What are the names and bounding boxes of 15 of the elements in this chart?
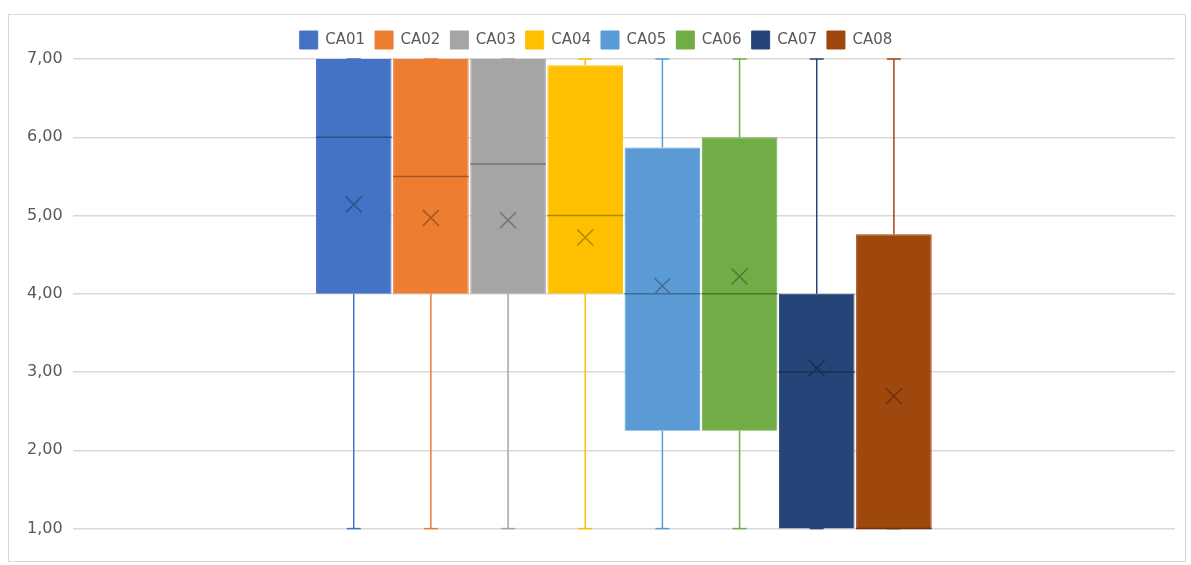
legend-label: CA07 — [777, 29, 817, 48]
legend-label: CA01 — [325, 29, 366, 48]
legend-label: CA06 — [701, 29, 742, 48]
y-tick-label: 5,00 — [27, 204, 63, 224]
legend-label: CA03 — [475, 29, 516, 48]
y-tick-label: 6,00 — [27, 126, 63, 146]
y-tick-label: 2,00 — [27, 439, 63, 459]
y-tick-label: 7,00 — [27, 48, 63, 68]
legend-label: CA08 — [852, 29, 893, 48]
y-tick-label: 3,00 — [27, 361, 63, 381]
y-tick-label: 4,00 — [27, 282, 63, 302]
legend-label: CA05 — [626, 29, 667, 48]
legend-label: CA04 — [551, 29, 592, 48]
y-tick-label: 1,00 — [27, 517, 63, 537]
legend-label: CA02 — [400, 29, 441, 48]
